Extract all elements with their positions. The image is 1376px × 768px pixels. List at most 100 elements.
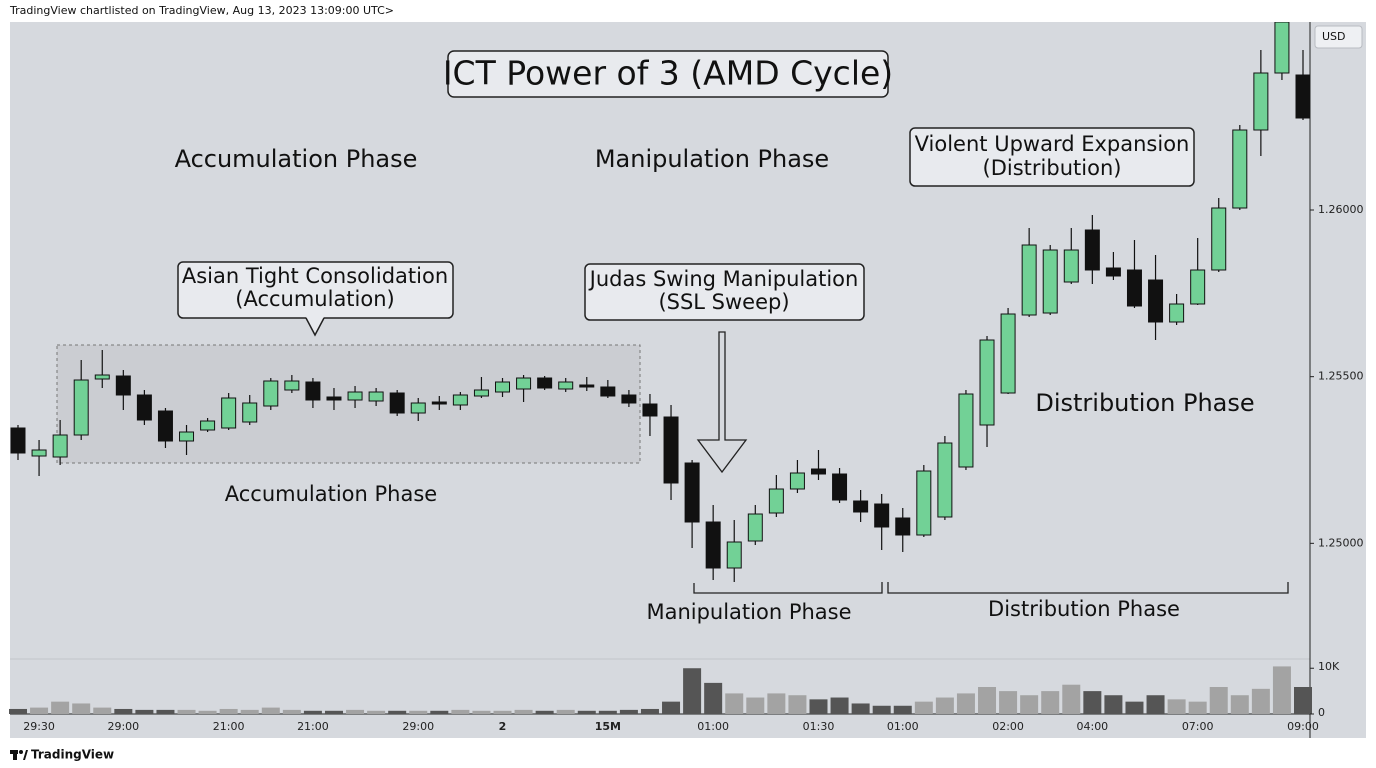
candle-body-down [389,392,405,414]
volume-bar [346,709,365,714]
volume-bar [1294,687,1312,714]
logo-shape [23,750,28,760]
candle-body-up [1190,269,1206,305]
candle-body-up [73,379,89,436]
candle-body-up [94,374,110,380]
volume-bar [1062,684,1081,714]
x-tick-label: 07:00 [1182,720,1214,733]
candle-body-up [768,488,784,514]
candle-body-up [368,391,384,402]
phase-label: Manipulation Phase [595,145,829,173]
candle-body-down [1126,269,1142,307]
volume-bar [1251,688,1270,714]
volume-bar [51,701,70,714]
candle-body-up [789,472,805,490]
candle-body-down [305,381,321,401]
candle-body-up [473,389,489,397]
currency-label: USD [1322,30,1346,43]
annotation-text: Asian Tight Consolidation [182,264,448,288]
x-tick-label: 29:00 [402,720,434,733]
volume-tick-label: 0 [1318,706,1325,719]
annotation-text: (SSL Sweep) [658,290,789,314]
header-text: TradingView chartlisted on TradingView, … [9,4,394,17]
candle-body-up [916,470,932,536]
candle-body-up [284,380,300,391]
y-tick-label: 1.25500 [1318,370,1364,383]
volume-bar [514,709,533,714]
candle-body-down [895,517,911,536]
volume-bar [535,710,554,714]
volume-bar [1020,695,1039,714]
candle-body-up [958,393,974,468]
candle-body-up [410,402,426,414]
candle-body-down [1148,279,1164,323]
volume-bar [662,701,681,714]
x-tick-label: 21:00 [213,720,245,733]
volume-bar [409,710,428,714]
volume-tick-label: 10K [1318,660,1340,673]
candle-body-up [179,431,195,442]
volume-bar [493,710,512,714]
volume-bar [303,710,322,714]
y-tick-label: 1.25000 [1318,536,1364,549]
volume-bar [430,710,449,714]
candle-body-up [1274,22,1290,74]
candle-body-up [1063,249,1079,283]
candle-body-up [200,420,216,431]
candle-body-up [263,380,279,407]
candles [10,22,1310,582]
x-tick-label: 2 [499,720,507,733]
volume-bar [851,703,870,714]
volume-bar [725,693,744,714]
x-tick-label: 02:00 [992,720,1024,733]
candle-body-down [157,410,173,442]
x-tick-label: 29:00 [107,720,139,733]
phase-label: Accumulation Phase [175,145,418,173]
candle-body-up [979,339,995,426]
x-tick-label: 01:30 [803,720,835,733]
logo-shape [13,750,17,760]
candle-body-down [874,503,890,528]
volume-bar [1083,691,1102,714]
candle-body-up [52,434,68,458]
phase-label: Distribution Phase [988,597,1180,621]
volume-bar [219,708,238,714]
volume-bar [914,701,933,714]
volume-bar [367,710,386,714]
candle-body-down [10,427,26,454]
candle-body-down [136,394,152,421]
candle-body-up [452,394,468,406]
volume-bar [1230,695,1249,714]
annotation-text: Violent Upward Expansion [915,132,1190,156]
volume-bar [935,697,954,714]
volume-bar [1209,687,1228,714]
candle-body-down [1295,74,1310,119]
candle-body-up [747,513,763,542]
x-tick-label: 01:00 [887,720,919,733]
annotation-text: Judas Swing Manipulation [588,267,859,291]
volume-bar [388,710,407,714]
distribution-bracket [887,582,1289,594]
volume-bar [830,697,849,714]
candle-body-down [600,386,616,397]
callout-pointer [305,317,325,337]
phase-label: Accumulation Phase [225,482,437,506]
volume-bar [135,709,154,714]
x-tick-label: 01:00 [697,720,729,733]
volume-bar [788,695,807,714]
candle-body-up [1042,249,1058,314]
volume-bar [640,708,659,714]
volume-bar [198,710,217,714]
manipulation-bracket [693,582,883,594]
volume-bar [114,708,133,714]
candle-body-up [937,442,953,518]
volume-bar [872,705,891,714]
volume-bar [1272,666,1291,714]
volume-bar [956,693,975,714]
volume-bar [451,709,470,714]
volume-bar [156,709,175,714]
title-box [447,50,889,98]
volume-bar [472,710,491,714]
volume-bar [177,709,196,714]
